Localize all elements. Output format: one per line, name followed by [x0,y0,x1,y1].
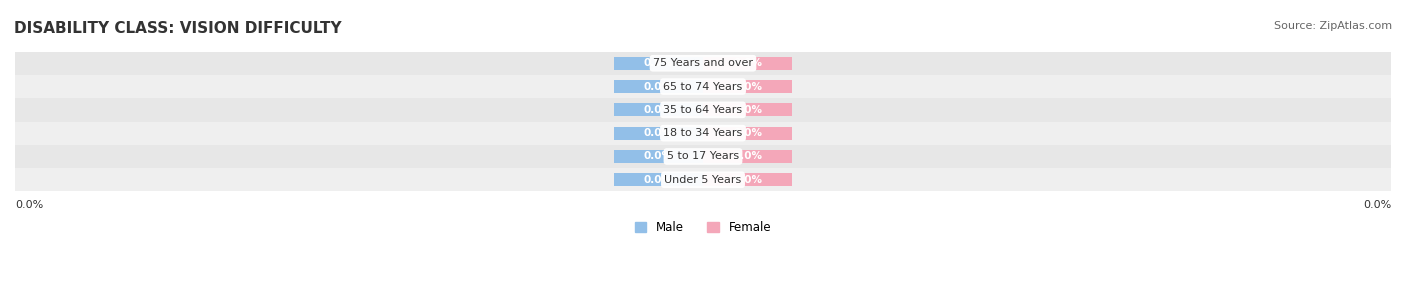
Text: 75 Years and over: 75 Years and over [652,58,754,68]
Bar [613,57,703,70]
Text: 5 to 17 Years: 5 to 17 Years [666,152,740,161]
Text: 0.0%: 0.0% [1362,199,1391,210]
Bar [703,127,793,140]
Bar [15,121,1391,145]
Text: 0.0%: 0.0% [733,105,762,115]
Text: 0.0%: 0.0% [644,128,673,138]
Bar [613,80,703,93]
Bar [703,103,793,116]
Text: 0.0%: 0.0% [733,58,762,68]
Text: Under 5 Years: Under 5 Years [665,175,741,185]
Text: 35 to 64 Years: 35 to 64 Years [664,105,742,115]
Bar [15,75,1391,98]
Legend: Male, Female: Male, Female [630,216,776,239]
Text: 0.0%: 0.0% [644,175,673,185]
Text: 0.0%: 0.0% [733,152,762,161]
Bar [613,103,703,116]
Bar [613,127,703,140]
Bar [613,150,703,163]
Bar [703,173,793,186]
Text: 0.0%: 0.0% [644,58,673,68]
Text: 0.0%: 0.0% [733,81,762,92]
Bar [703,80,793,93]
Text: 65 to 74 Years: 65 to 74 Years [664,81,742,92]
Text: DISABILITY CLASS: VISION DIFFICULTY: DISABILITY CLASS: VISION DIFFICULTY [14,21,342,36]
Text: 0.0%: 0.0% [644,81,673,92]
Text: Source: ZipAtlas.com: Source: ZipAtlas.com [1274,21,1392,31]
Text: 0.0%: 0.0% [644,152,673,161]
Bar [15,145,1391,168]
Text: 0.0%: 0.0% [15,199,44,210]
Text: 18 to 34 Years: 18 to 34 Years [664,128,742,138]
Bar [613,173,703,186]
Bar [15,98,1391,121]
Bar [15,52,1391,75]
Bar [15,168,1391,192]
Text: 0.0%: 0.0% [644,105,673,115]
Text: 0.0%: 0.0% [733,128,762,138]
Text: 0.0%: 0.0% [733,175,762,185]
Bar [703,57,793,70]
Bar [703,150,793,163]
